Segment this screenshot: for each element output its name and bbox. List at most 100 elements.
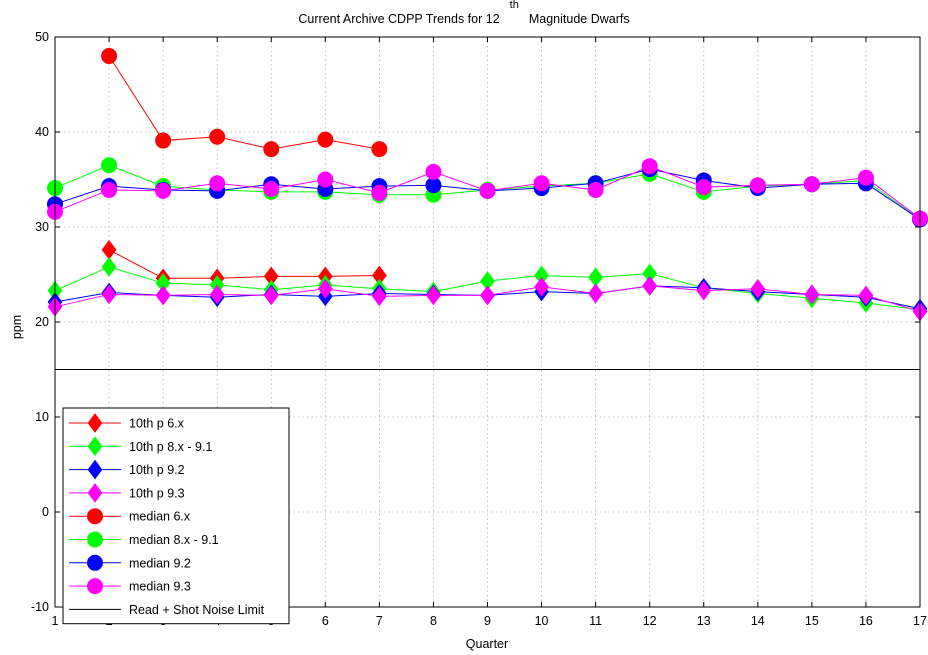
legend-entry-median-9-3: median 9.3	[69, 578, 191, 595]
data-point-median-6-x	[263, 141, 280, 158]
legend-entry-median-8-x-9-1: median 8.x - 9.1	[69, 531, 219, 548]
legend-entry-median-6-x: median 6.x	[69, 508, 191, 525]
data-point-10th-p-9-3	[317, 278, 333, 299]
data-point-10th-p-9-3	[858, 285, 874, 306]
legend-label: median 8.x - 9.1	[129, 533, 219, 547]
x-tick-label: 1	[52, 614, 59, 628]
legend-label: median 9.2	[129, 556, 191, 570]
data-point-10th-p-9-3	[426, 285, 441, 306]
legend-label: median 9.3	[129, 580, 191, 594]
data-point-median-6-x	[209, 128, 226, 145]
y-axis-label: ppm	[10, 315, 24, 339]
chart-title-suffix: Magnitude Dwarfs	[529, 12, 630, 26]
x-tick-label: 6	[322, 614, 329, 628]
legend-marker	[87, 578, 103, 595]
y-tick-label: -10	[31, 600, 49, 614]
legend-marker	[87, 554, 103, 571]
legend-entry-median-9-2: median 9.2	[69, 554, 191, 571]
data-point-10th-p-9-3	[696, 280, 712, 301]
data-point-median-9-3	[101, 181, 118, 198]
data-point-10th-p-9-3	[588, 283, 603, 304]
data-point-10th-p-9-3	[101, 284, 117, 305]
legend-entry-read-shot-noise-limit: Read + Shot Noise Limit	[69, 603, 265, 617]
legend-label: Read + Shot Noise Limit	[129, 603, 265, 617]
chart-title: Current Archive CDPP Trends for 12 th Magn…	[298, 0, 629, 26]
legend: 10th p 6.x 10th p 8.x - 9.1 10th p 9.2 10th…	[62, 407, 290, 625]
legend-marker	[87, 459, 103, 480]
data-point-10th-p-9-3	[372, 286, 387, 307]
data-point-median-9-2	[425, 177, 442, 194]
x-tick-label: 13	[697, 614, 711, 628]
series-layer	[47, 48, 928, 322]
x-tick-label: 10	[535, 614, 549, 628]
data-point-10th-p-9-3	[480, 285, 495, 306]
legend-entry-10th-p-9-2: 10th p 9.2	[69, 459, 185, 480]
grid	[55, 37, 920, 607]
data-point-10th-p-9-3	[209, 284, 225, 305]
data-point-median-9-3	[371, 184, 388, 201]
chart-title-prefix: Current Archive CDPP Trends for 12	[298, 12, 499, 26]
data-point-median-9-3	[803, 176, 820, 193]
series-line-median-6-x	[108, 55, 380, 150]
data-point-median-9-3	[155, 182, 172, 199]
data-point-10th-p-9-3	[155, 285, 171, 306]
legend-entry-10th-p-9-3: 10th p 9.3	[69, 483, 185, 503]
legend-marker	[87, 483, 103, 503]
series-median-6-x	[101, 48, 388, 158]
data-point-median-9-3	[317, 171, 334, 188]
legend-label: 10th p 8.x - 9.1	[129, 440, 212, 454]
x-tick-label: 12	[643, 614, 657, 628]
data-point-median-9-3	[695, 179, 712, 196]
y-tick-label: 10	[35, 410, 49, 424]
data-point-median-6-x	[155, 132, 172, 149]
y-tick-label: 40	[35, 125, 49, 139]
legend-marker	[87, 531, 103, 548]
legend-label: 10th p 9.2	[129, 463, 185, 477]
x-axis-label: Quarter	[466, 637, 508, 651]
data-point-median-6-x	[317, 131, 334, 148]
series-median-9-3	[47, 158, 928, 227]
data-point-median-9-3	[425, 163, 442, 180]
legend-marker	[87, 436, 103, 457]
x-tick-label: 17	[913, 614, 927, 628]
legend-marker	[87, 413, 103, 433]
data-point-10th-p-8-x-9-1	[101, 257, 117, 277]
legend-entry-10th-p-6-x: 10th p 6.x	[69, 413, 185, 433]
x-tick-label: 8	[430, 614, 437, 628]
x-tick-label: 7	[376, 614, 383, 628]
data-point-median-9-3	[533, 175, 550, 192]
x-tick-label: 9	[484, 614, 491, 628]
data-point-median-6-x	[371, 141, 388, 158]
data-point-median-8-x-9-1	[101, 157, 118, 174]
data-point-median-9-3	[857, 169, 874, 186]
legend-label: 10th p 6.x	[129, 417, 185, 431]
x-tick-label: 16	[859, 614, 873, 628]
y-tick-label: 0	[42, 505, 49, 519]
data-point-10th-p-9-3	[263, 285, 279, 306]
data-point-median-9-3	[587, 181, 604, 198]
data-point-10th-p-9-3	[804, 284, 820, 305]
y-tick-label: 20	[35, 315, 49, 329]
legend-marker	[87, 508, 103, 525]
legend-label: 10th p 9.3	[129, 486, 185, 500]
data-point-median-9-3	[749, 177, 766, 194]
legend-label: median 6.x	[129, 510, 191, 524]
data-point-median-9-3	[641, 158, 658, 175]
x-tick-label: 15	[805, 614, 819, 628]
data-point-10th-p-9-3	[534, 277, 549, 297]
chart-title-superscript: th	[510, 0, 519, 11]
x-tick-label: 11	[589, 614, 602, 628]
series-10th-p-9-3	[47, 276, 928, 322]
y-axis-ticks: -10 0 10 20 30 40 50	[31, 30, 920, 614]
y-tick-label: 30	[35, 220, 49, 234]
series-line-10th-p-6-x	[108, 249, 380, 279]
data-point-10th-p-9-3	[750, 278, 766, 299]
data-point-median-9-3	[209, 175, 226, 192]
legend-entry-10th-p-8-x-9-1: 10th p 8.x - 9.1	[69, 436, 212, 457]
x-tick-label: 14	[751, 614, 765, 628]
data-point-median-9-3	[479, 182, 496, 199]
data-point-median-6-x	[101, 48, 118, 64]
y-tick-label: 50	[35, 30, 49, 44]
data-point-median-9-3	[263, 181, 280, 197]
